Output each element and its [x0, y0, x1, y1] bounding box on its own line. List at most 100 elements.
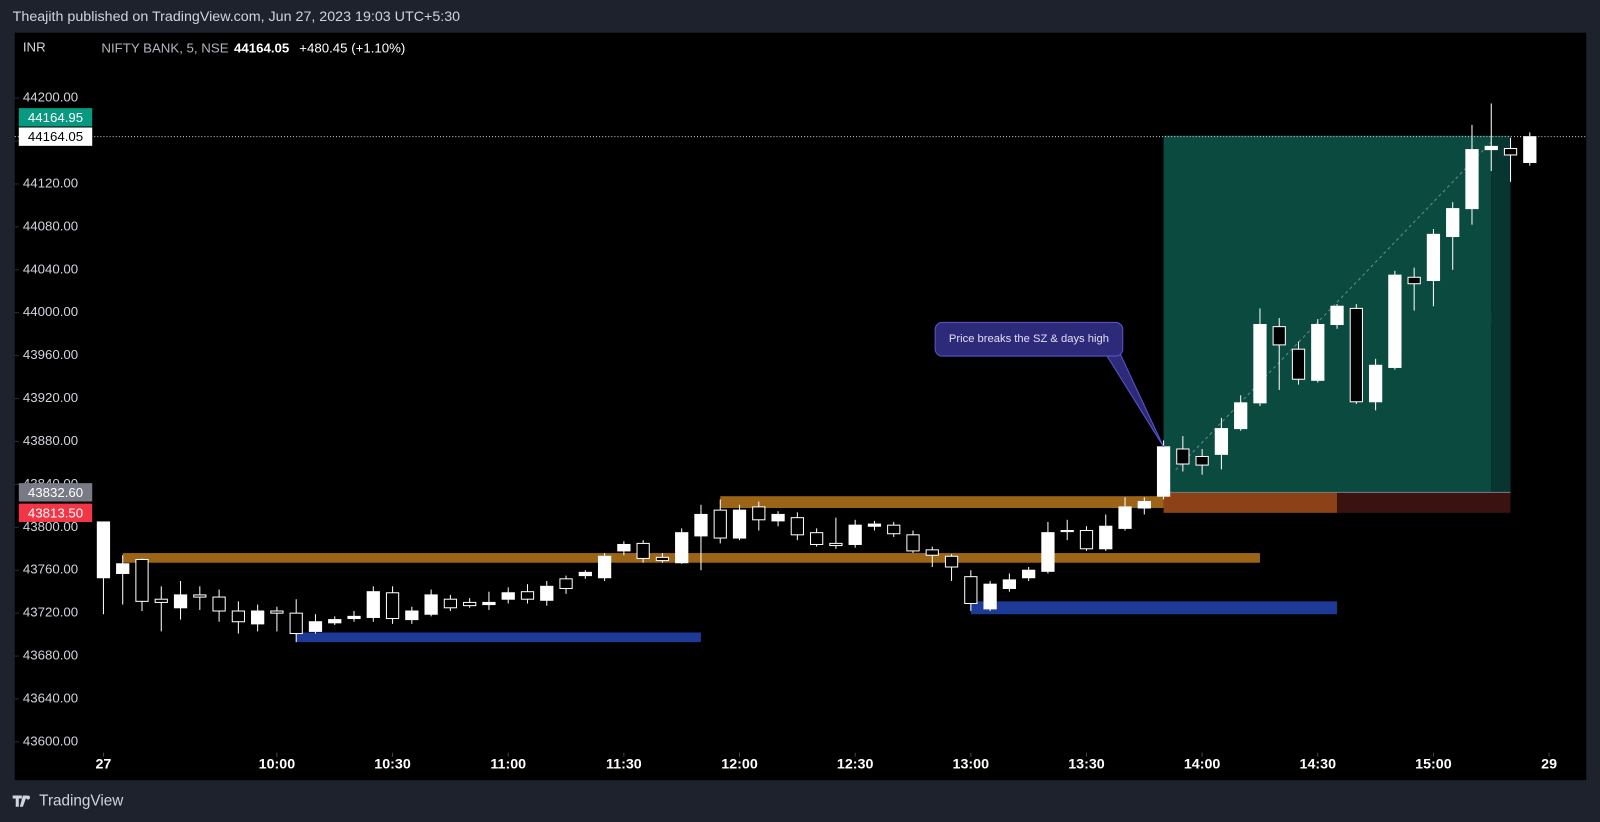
candle-body [906, 534, 920, 552]
x-tick-label: 10:30 [374, 757, 411, 773]
candle-body [1272, 326, 1286, 346]
candle-body [443, 598, 458, 609]
candle-body [694, 513, 708, 537]
candle-body [964, 576, 978, 605]
candle-body [1407, 276, 1421, 285]
candle-body [1234, 402, 1248, 430]
candle-body [463, 601, 477, 607]
candle-body [231, 610, 245, 623]
candle-body [1484, 145, 1498, 151]
candle-body [675, 532, 689, 564]
zone [122, 553, 1260, 563]
x-tick-label: 13:30 [1068, 757, 1105, 773]
y-tick-label: 43800.00 [23, 519, 78, 534]
candle-body [1002, 579, 1017, 589]
candle-body [385, 592, 400, 620]
candle-body [1195, 455, 1209, 466]
candle-body [1156, 446, 1171, 497]
footer: TradingView [39, 793, 124, 810]
x-tick-label: 12:00 [721, 757, 758, 773]
candle-body [289, 612, 303, 635]
x-tick-label: 29 [1541, 757, 1557, 773]
candle-body [1253, 323, 1267, 404]
y-tick-label: 43680.00 [23, 648, 78, 663]
candle-body [1349, 307, 1363, 403]
candle-body [636, 542, 650, 559]
candle-body [1446, 208, 1460, 238]
y-tick-label: 43960.00 [23, 347, 78, 362]
x-tick-label: 12:30 [837, 757, 874, 773]
y-tick-label: 44000.00 [23, 304, 78, 319]
candle-body [193, 594, 207, 598]
candle-body [578, 571, 592, 577]
price-badge [18, 108, 93, 127]
x-tick-label: 15:00 [1415, 757, 1452, 773]
candle-body [617, 543, 631, 552]
candle-body [251, 610, 265, 625]
footer-logo [12, 795, 31, 807]
candle-body [116, 563, 130, 574]
header: Theajith published on TradingView.com, J… [13, 9, 460, 25]
candle-body [424, 594, 438, 615]
candle-body [1368, 364, 1383, 403]
y-tick-label: 43920.00 [23, 390, 78, 405]
candle-body [752, 506, 766, 521]
candle-body [732, 509, 747, 539]
y-tick-label: 44080.00 [23, 218, 78, 233]
candle-body [771, 513, 785, 522]
candle-body [1118, 506, 1132, 529]
candle-body [1291, 348, 1306, 380]
candle-body [366, 591, 380, 618]
candle-body [347, 615, 361, 620]
candle-body [173, 594, 188, 609]
y-tick-label: 44040.00 [23, 261, 78, 276]
candle-body [713, 509, 727, 539]
candle-body [501, 592, 515, 600]
x-tick-label: 10:00 [259, 757, 296, 773]
x-tick-label: 14:00 [1184, 757, 1221, 773]
legend-change: +480.45 (+1.10%) [299, 40, 405, 55]
target-area-rest [1491, 135, 1511, 493]
currency: INR [23, 39, 46, 54]
candle-body [1041, 532, 1055, 572]
y-tick-label: 44200.00 [23, 90, 78, 105]
candle-body [559, 578, 573, 589]
candle-body [1214, 428, 1229, 455]
candle-body [520, 591, 535, 600]
candle-body [1079, 530, 1094, 550]
candle-body [829, 542, 843, 547]
candle-body [212, 596, 226, 612]
candles [96, 103, 1537, 643]
chart-title: NIFTY BANK, 5, NSE [101, 40, 228, 55]
candle-body [1465, 149, 1479, 210]
candle-body [944, 555, 959, 568]
candle-body [597, 555, 612, 579]
zone [720, 496, 1164, 508]
y-tick-label: 43600.00 [23, 733, 78, 748]
candle-body [790, 517, 804, 536]
candle-body [848, 524, 862, 545]
annotation-text: Price breaks the SZ & days high [949, 333, 1109, 345]
x-tick-label: 11:00 [490, 757, 526, 773]
candle-body [405, 610, 419, 621]
candle-body [154, 598, 168, 603]
candle-body [96, 521, 111, 579]
candle-body [270, 610, 284, 614]
stop-area [1163, 492, 1338, 513]
candle-body [1137, 501, 1151, 509]
candle-body [983, 583, 997, 610]
overlays: 43600.00 43640.00 43680.00 43720.00 43760.00… [14, 90, 1587, 773]
candle-body [1311, 323, 1325, 381]
candle-body [1176, 448, 1190, 465]
candle-body [1330, 305, 1344, 326]
candle-body [1388, 274, 1402, 368]
price-badge [18, 127, 93, 146]
candle-body [1503, 148, 1518, 156]
candle-body [1426, 233, 1441, 282]
x-tick-label: 14:30 [1300, 757, 1337, 773]
candle-body [887, 524, 901, 535]
price-badge [18, 483, 93, 502]
candle-body [1060, 530, 1074, 533]
